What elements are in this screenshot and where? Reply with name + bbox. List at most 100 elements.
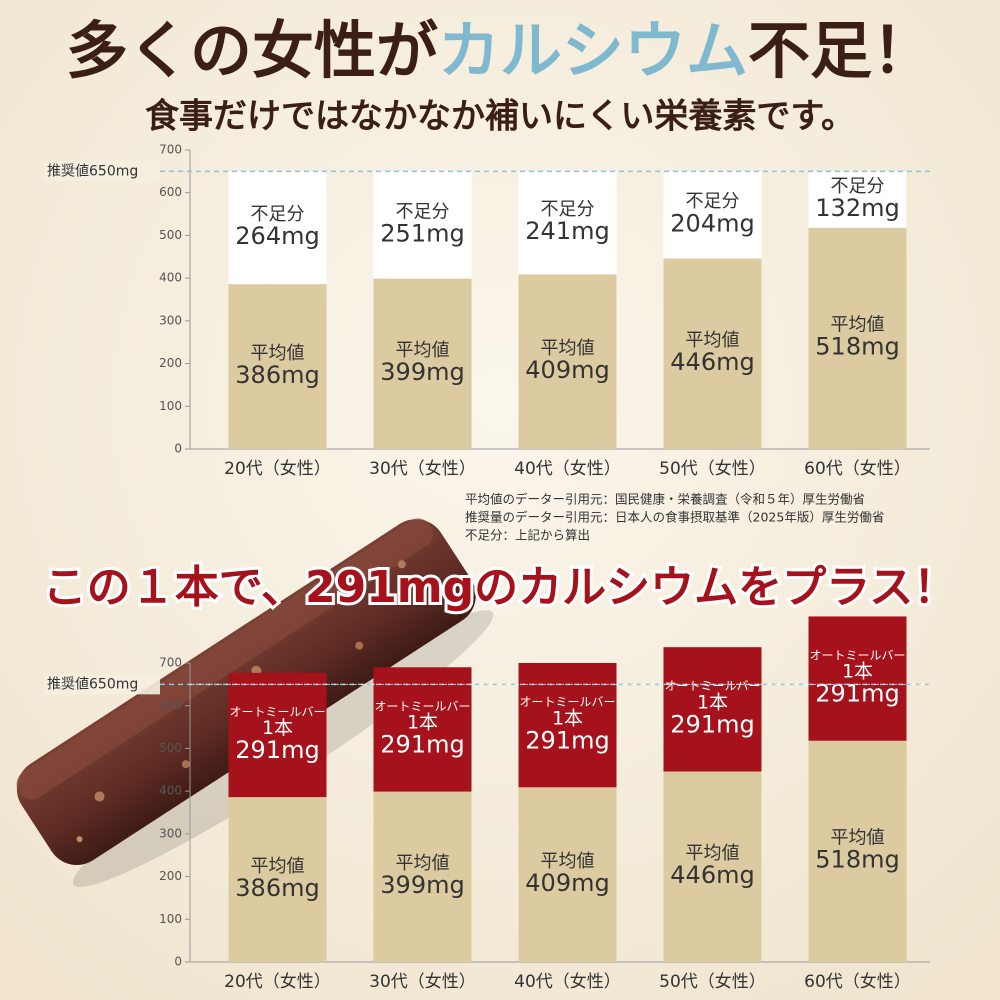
y-tick-label: 100: [159, 912, 182, 926]
series-name: オートミールバー: [664, 679, 760, 693]
bar-segment: [663, 171, 762, 259]
value-label: 291mg: [235, 736, 319, 764]
y-tick-label: 700: [159, 656, 182, 670]
bar-segment: [663, 771, 762, 962]
value-label: 251mg: [380, 219, 464, 247]
series-name: 平均値: [251, 343, 305, 364]
bar-segment: [228, 284, 327, 449]
value-label: 446mg: [670, 348, 754, 376]
value-label: 409mg: [525, 869, 609, 897]
x-tick-label: 50代（女性）: [659, 459, 766, 479]
bar-segment: [518, 787, 617, 962]
bar-segment: [228, 171, 327, 285]
value-label: 291mg: [525, 726, 609, 754]
reference-label-bg: [44, 674, 160, 695]
source-note: 推奨量のデーター引用元：日本人の食事摂取基準（2025年版）厚生労働省: [465, 510, 884, 525]
x-tick-label: 30代（女性）: [369, 972, 476, 992]
y-tick-label: 0: [174, 955, 182, 969]
series-name: 平均値: [251, 856, 305, 877]
value-label: 446mg: [670, 861, 754, 889]
series-name: 平均値: [396, 340, 450, 361]
bar-segment: [808, 616, 907, 741]
item-label: 1本: [842, 661, 873, 683]
value-label: 518mg: [815, 333, 899, 361]
bar-segment: [663, 647, 762, 772]
subtitle: 食事だけではなかなか補いにくい栄養素です。: [145, 97, 855, 137]
bar-segment: [228, 797, 327, 962]
series-name: 平均値: [831, 315, 885, 336]
item-label: 1本: [697, 691, 728, 713]
x-tick-label: 20代（女性）: [224, 972, 331, 992]
chart-title: この１本で、291mgのカルシウムをプラス！: [43, 562, 958, 613]
item-label: 1本: [552, 707, 583, 729]
y-tick-label: 300: [159, 826, 182, 840]
y-tick-label: 400: [159, 271, 182, 285]
series-name: 平均値: [541, 338, 595, 359]
y-tick-label: 500: [159, 741, 182, 755]
bar-segment: [663, 258, 762, 449]
y-tick-label: 600: [159, 698, 182, 712]
title-highlight: カルシウム: [438, 14, 748, 87]
series-name: 不足分: [251, 204, 305, 225]
series-name: 平均値: [541, 851, 595, 872]
x-tick-label: 30代（女性）: [369, 459, 476, 479]
reference-label-bg: [44, 161, 160, 182]
bar-segment: [808, 740, 907, 962]
y-tick-label: 600: [159, 185, 182, 199]
series-name: オートミールバー: [809, 648, 905, 662]
value-label: 518mg: [815, 846, 899, 874]
value-label: 399mg: [380, 871, 464, 899]
bar-segment: [808, 171, 907, 228]
y-tick-label: 200: [159, 869, 182, 883]
bar-segment: [373, 667, 472, 792]
series-name: 不足分: [831, 176, 885, 197]
series-name: 不足分: [541, 199, 595, 220]
bar-segment: [518, 171, 617, 275]
item-label: 1本: [262, 717, 293, 739]
value-label: 291mg: [670, 711, 754, 739]
x-tick-label: 60代（女性）: [804, 459, 911, 479]
series-name: 不足分: [396, 201, 450, 222]
source-note: 不足分：上記から算出: [465, 528, 590, 543]
x-tick-label: 40代（女性）: [514, 972, 621, 992]
series-name: オートミールバー: [229, 705, 325, 719]
x-tick-label: 50代（女性）: [659, 972, 766, 992]
source-note: 平均値のデーター引用元：国民健康・栄養調査（令和５年）厚生労働省: [465, 492, 865, 507]
x-tick-label: 60代（女性）: [804, 972, 911, 992]
value-label: 399mg: [380, 358, 464, 386]
y-tick-label: 300: [159, 313, 182, 327]
x-tick-label: 40代（女性）: [514, 459, 621, 479]
value-label: 409mg: [525, 356, 609, 384]
title-part: 不足！: [748, 14, 934, 87]
value-label: 241mg: [525, 217, 609, 245]
reference-label: 推奨値650mg: [47, 676, 138, 692]
bar-segment: [518, 274, 617, 449]
bar-segment: [373, 791, 472, 962]
bar-segment: [373, 278, 472, 449]
bar-segment: [808, 227, 907, 449]
title-part: 多くの女性が: [66, 14, 438, 87]
bar-segment: [373, 171, 472, 279]
series-name: オートミールバー: [519, 695, 615, 709]
y-tick-label: 200: [159, 356, 182, 370]
y-tick-label: 0: [174, 442, 182, 456]
value-label: 132mg: [815, 194, 899, 222]
reference-label: 推奨値650mg: [47, 163, 138, 179]
series-name: オートミールバー: [374, 699, 470, 713]
series-name: 平均値: [396, 853, 450, 874]
value-label: 264mg: [235, 222, 319, 250]
x-tick-label: 20代（女性）: [224, 459, 331, 479]
value-label: 386mg: [235, 361, 319, 389]
y-tick-label: 400: [159, 784, 182, 798]
y-tick-label: 500: [159, 228, 182, 242]
series-name: 不足分: [686, 191, 740, 212]
series-name: 平均値: [831, 828, 885, 849]
title: 多くの女性がカルシウム不足！: [66, 14, 934, 87]
y-tick-label: 100: [159, 399, 182, 413]
value-label: 291mg: [380, 731, 464, 759]
y-tick-label: 700: [159, 143, 182, 157]
item-label: 1本: [407, 712, 438, 734]
series-name: 平均値: [686, 330, 740, 351]
value-label: 204mg: [670, 209, 754, 237]
